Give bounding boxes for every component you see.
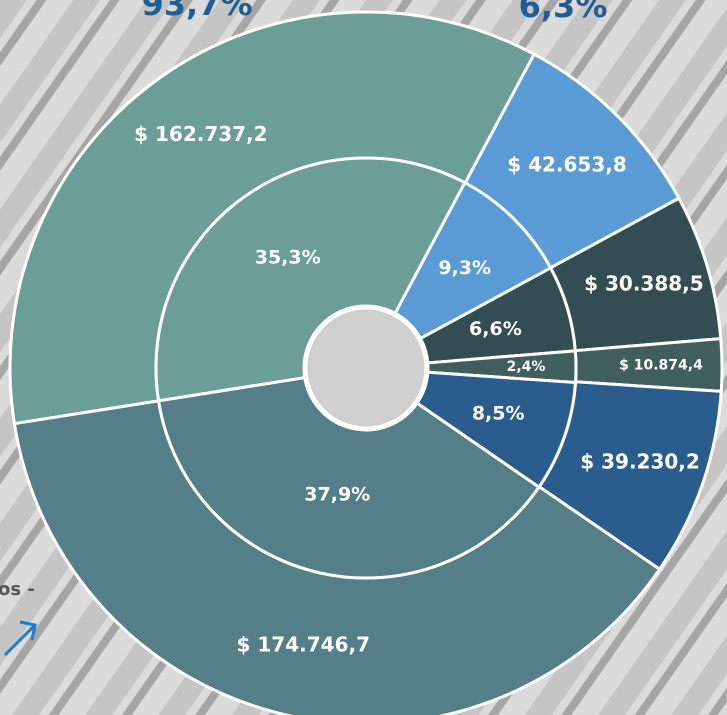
data-label: $ 10.874,4 (619, 358, 703, 374)
data-label: 6,6% (469, 318, 522, 340)
data-label: $ 39.230,2 (580, 449, 700, 473)
annotation: os - (0, 579, 35, 600)
data-label: $ 174.746,7 (237, 633, 371, 657)
center-hole (306, 308, 426, 428)
data-label: $ 30.388,5 (584, 272, 704, 296)
data-label: $ 162.737,2 (134, 122, 268, 146)
data-label: 37,9% (304, 483, 370, 505)
data-label: 8,5% (472, 403, 525, 425)
data-label: 9,3% (438, 257, 491, 279)
data-label: $ 42.653,8 (507, 152, 627, 176)
chart: 93,7% 6,3% os - $ 162.737,2 $ 42.653,8 $ 3… (0, 0, 727, 715)
group-label: 93,7% (141, 0, 252, 23)
group-label: 6,3% (519, 0, 608, 25)
data-label: 2,4% (507, 359, 546, 375)
data-label: 35,3% (255, 247, 321, 269)
